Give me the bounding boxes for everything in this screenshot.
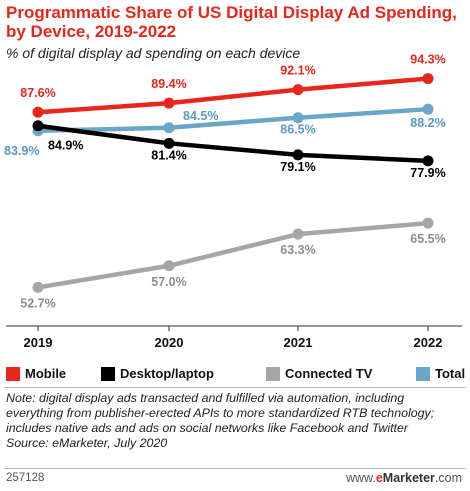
chart-id: 257128: [6, 472, 45, 484]
data-label-desktop: 77.9%: [410, 166, 445, 180]
data-point-desktop: [292, 149, 304, 161]
data-point-connected-tv: [422, 217, 434, 229]
brand-e: e: [375, 471, 383, 485]
data-point-total: [422, 103, 434, 115]
data-label-connected-tv: 65.5%: [410, 232, 445, 246]
legend-swatch-connected-tv: [266, 366, 280, 381]
legend-label-desktop: Desktop/laptop: [120, 366, 214, 381]
brand-prefix: www.: [345, 471, 376, 485]
legend-swatch-mobile: [6, 366, 20, 381]
legend-divider: [4, 387, 466, 388]
legend-label-connected-tv: Connected TV: [285, 366, 373, 381]
data-point-mobile: [292, 84, 304, 96]
series-line-mobile: [35, 76, 431, 115]
data-label-total: 83.9%: [4, 144, 39, 158]
legend-swatch-desktop: [101, 366, 115, 381]
data-label-total: 84.5%: [183, 109, 218, 123]
legend-label-total: Total: [435, 366, 466, 381]
data-label-total: 88.2%: [410, 116, 445, 130]
data-label-connected-tv: 52.7%: [20, 296, 55, 310]
data-point-desktop: [32, 120, 44, 132]
data-point-mobile: [422, 73, 434, 85]
legend-item-mobile: Mobile: [6, 366, 66, 381]
chart-title: Programmatic Share of US Digital Display…: [6, 3, 457, 41]
x-tick-label: 2019: [24, 335, 53, 350]
chart-subtitle: % of digital display ad spending on each…: [6, 45, 301, 61]
data-point-mobile: [163, 97, 175, 109]
data-point-connected-tv: [292, 228, 304, 240]
data-label-desktop: 79.1%: [280, 160, 315, 174]
data-label-connected-tv: 57.0%: [151, 275, 186, 289]
data-label-mobile: 87.6%: [20, 86, 55, 100]
footer-divider: [4, 468, 466, 469]
series-line-total: [35, 106, 431, 134]
data-point-total: [163, 122, 175, 134]
data-point-desktop: [422, 155, 434, 167]
legend-item-total: Total: [416, 366, 465, 381]
legend-item-desktop: Desktop/laptop: [101, 366, 214, 381]
x-tick-label: 2022: [414, 335, 443, 350]
chart-legend: Mobile Desktop/laptop Connected TV Total: [6, 366, 466, 384]
series-line-connected-tv: [35, 220, 431, 290]
x-tick-label: 2020: [155, 335, 184, 350]
brand-name: Marketer: [382, 471, 435, 485]
data-label-desktop: 84.9%: [48, 139, 83, 153]
brand-suffix: .com: [434, 471, 462, 485]
legend-label-mobile: Mobile: [25, 366, 67, 381]
source-text: Source: eMarketer, July 2020: [6, 436, 168, 450]
data-point-desktop: [163, 137, 175, 149]
legend-swatch-total: [416, 366, 430, 381]
data-point-connected-tv: [163, 260, 175, 272]
emarketer-link[interactable]: www.eMarketer.com: [346, 471, 462, 485]
data-label-desktop: 81.4%: [151, 148, 186, 162]
chart-notes: Note: digital display ads transacted and…: [6, 391, 461, 451]
series-line-desktop: [35, 123, 431, 164]
data-label-mobile: 89.4%: [151, 77, 186, 91]
data-label-mobile: 94.3%: [410, 53, 445, 67]
data-label-connected-tv: 63.3%: [280, 243, 315, 257]
data-point-mobile: [32, 106, 44, 118]
note-text: Note: digital display ads transacted and…: [6, 391, 435, 435]
data-point-total: [292, 112, 304, 124]
legend-item-connected-tv: Connected TV: [266, 366, 372, 381]
data-label-total: 86.5%: [280, 123, 315, 137]
data-label-mobile: 92.1%: [280, 64, 315, 78]
data-point-connected-tv: [32, 281, 44, 293]
x-tick-label: 2021: [284, 335, 313, 350]
